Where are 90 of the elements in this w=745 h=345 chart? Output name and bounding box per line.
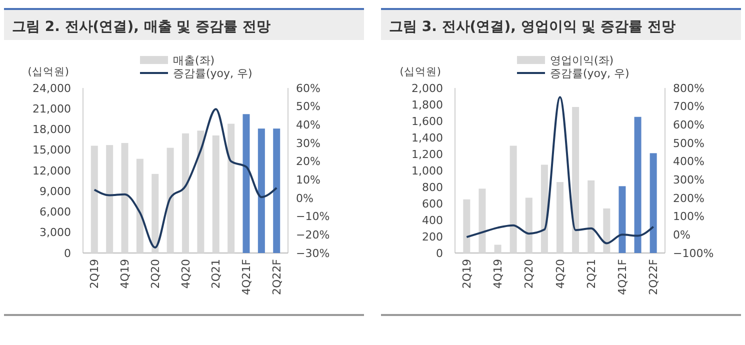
y2-tick-label: 100% xyxy=(673,210,704,224)
bar xyxy=(494,244,502,253)
bar xyxy=(540,164,548,253)
y2-tick-label: 800% xyxy=(673,82,704,95)
bar xyxy=(182,133,189,253)
x-tick-label: 2Q20 xyxy=(522,259,536,289)
y-tick-label: 600 xyxy=(422,197,443,210)
y-tick-label: 800 xyxy=(422,180,443,194)
x-tick-label: 4Q21F xyxy=(616,259,630,295)
legend-label: 증감률(yoy, 우) xyxy=(173,67,252,80)
bar xyxy=(588,180,595,253)
x-tick-label: 2Q20 xyxy=(148,259,162,289)
x-tick-label: 2Q21 xyxy=(584,259,598,289)
x-tick-label: 2Q19 xyxy=(460,259,474,289)
bar xyxy=(510,146,517,253)
bar xyxy=(106,145,114,253)
y-tick-label: 21,000 xyxy=(32,102,71,116)
y-tick-label: 6,000 xyxy=(40,206,71,219)
bar xyxy=(121,143,128,253)
y2-tick-label: 20% xyxy=(296,155,320,168)
y2-tick-label: 50% xyxy=(296,100,320,114)
bar xyxy=(618,186,626,253)
y-tick-label: 0 xyxy=(436,246,443,260)
y2-tick-label: 500% xyxy=(673,136,704,150)
x-tick-label: 4Q20 xyxy=(179,259,192,289)
y2-tick-label: −10% xyxy=(296,210,330,224)
bar xyxy=(136,158,144,253)
x-tick-label: 4Q19 xyxy=(492,259,505,289)
bar xyxy=(478,188,486,253)
y-tick-label: 1,600 xyxy=(412,114,443,128)
bar xyxy=(603,208,610,253)
bar xyxy=(273,128,280,253)
y2-tick-label: 0% xyxy=(296,192,314,205)
y2-tick-label: 0% xyxy=(673,228,690,242)
chart-title: 그림 3. 전사(연결), 영업이익 및 증감률 전망 xyxy=(389,19,676,35)
bar xyxy=(242,114,250,253)
bar xyxy=(152,174,159,253)
y2-tick-label: 10% xyxy=(296,174,320,187)
legend-label: 영업이익(좌) xyxy=(550,54,614,67)
y-tick-label: 400 xyxy=(422,214,443,227)
y-tick-label: 1,400 xyxy=(412,131,443,144)
y2-tick-label: 700% xyxy=(673,100,704,114)
y2-tick-label: −30% xyxy=(296,246,330,260)
bar xyxy=(166,148,174,253)
line-series xyxy=(466,96,654,244)
x-tick-label: 2Q21 xyxy=(210,259,223,289)
y2-tick-label: 60% xyxy=(296,82,320,95)
y-tick-label: 15,000 xyxy=(32,144,71,157)
bar xyxy=(525,198,532,253)
y2-tick-label: 30% xyxy=(296,136,320,150)
y-tick-label: 1,000 xyxy=(412,164,443,178)
x-tick-label: 4Q19 xyxy=(118,259,132,289)
x-tick-label: 2Q22F xyxy=(270,259,284,295)
y2-tick-label: 200% xyxy=(673,192,704,205)
y-tick-label: 0 xyxy=(64,246,71,260)
legend-label: 증감률(yoy, 우) xyxy=(550,67,630,80)
bar xyxy=(90,146,98,253)
bar xyxy=(650,153,657,253)
y-tick-label: 12,000 xyxy=(32,164,71,178)
y-axis-title: (십억원) xyxy=(400,66,441,78)
chart-title: 그림 2. 전사(연결), 매출 및 증감률 전망 xyxy=(12,19,270,35)
y-tick-label: 24,000 xyxy=(32,82,71,95)
x-tick-label: 2Q19 xyxy=(88,259,102,289)
x-tick-label: 4Q20 xyxy=(554,259,567,289)
y-tick-label: 1,800 xyxy=(412,98,443,112)
y2-tick-label: 600% xyxy=(673,118,704,132)
y-axis-title: (십억원) xyxy=(28,66,69,78)
bar xyxy=(572,106,580,253)
y-tick-label: 200 xyxy=(422,230,443,244)
y-tick-label: 18,000 xyxy=(32,123,71,136)
bar xyxy=(228,124,235,253)
bar xyxy=(556,182,564,253)
line-series xyxy=(93,108,278,248)
x-tick-label: 4Q21F xyxy=(240,259,254,295)
bar xyxy=(634,116,642,253)
x-tick-label: 2Q22F xyxy=(647,259,660,295)
y2-tick-label: 40% xyxy=(296,118,320,132)
bar xyxy=(212,135,220,253)
bar xyxy=(463,199,470,253)
y2-tick-label: −100% xyxy=(673,246,714,260)
y2-tick-label: 300% xyxy=(673,174,704,187)
bar xyxy=(258,128,265,253)
y-tick-label: 3,000 xyxy=(40,226,71,240)
y2-tick-label: −20% xyxy=(296,228,330,242)
y-tick-label: 9,000 xyxy=(40,184,71,198)
y2-tick-label: 400% xyxy=(673,155,704,168)
bar xyxy=(197,130,204,253)
legend-label: 매출(좌) xyxy=(173,54,215,67)
y-tick-label: 1,200 xyxy=(412,148,443,161)
y-tick-label: 2,000 xyxy=(412,82,443,95)
